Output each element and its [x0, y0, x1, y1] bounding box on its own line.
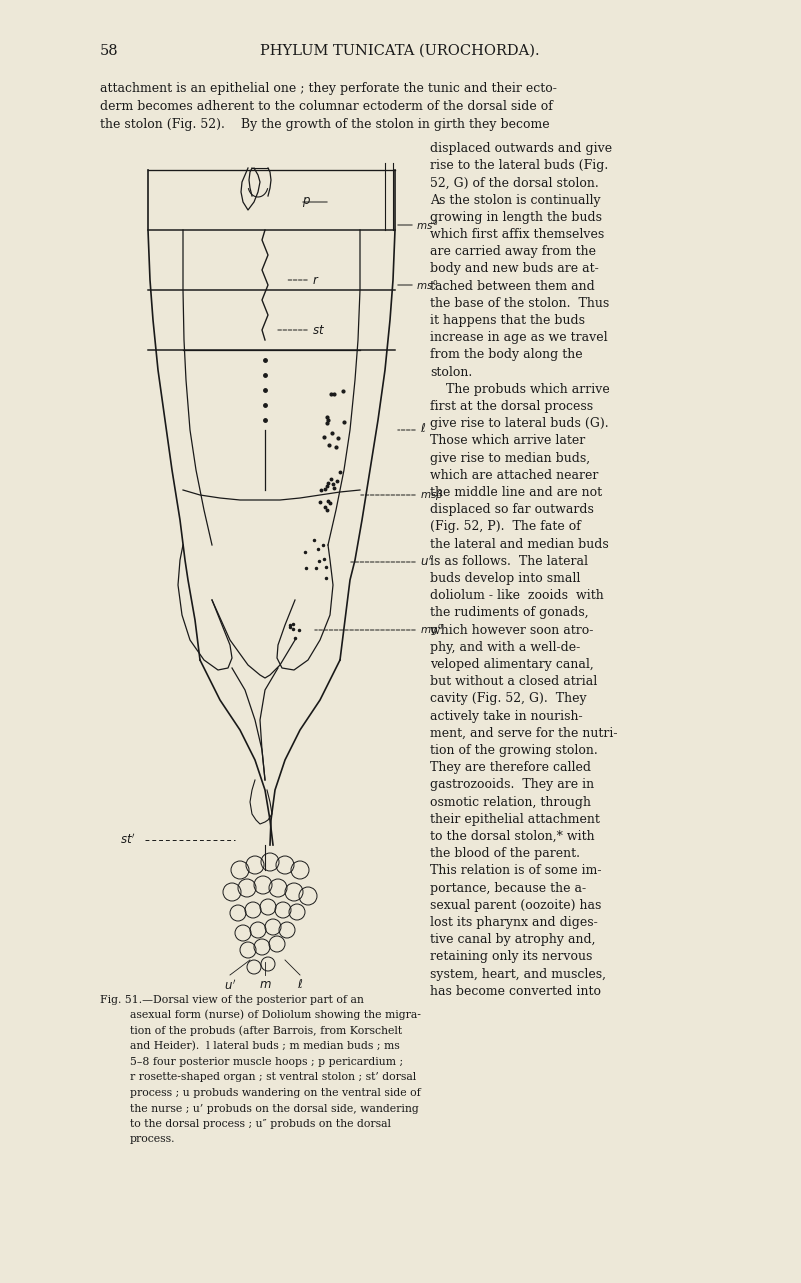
Text: doliolum - like  zooids  with: doliolum - like zooids with — [430, 589, 604, 602]
Text: sexual parent (oozoite) has: sexual parent (oozoite) has — [430, 899, 602, 912]
Text: derm becomes adherent to the columnar ectoderm of the dorsal side of: derm becomes adherent to the columnar ec… — [100, 100, 553, 113]
Text: displaced so far outwards: displaced so far outwards — [430, 503, 594, 516]
Text: lost its pharynx and diges-: lost its pharynx and diges- — [430, 916, 598, 929]
Text: r rosette-shaped organ ; st ventral stolon ; st’ dorsal: r rosette-shaped organ ; st ventral stol… — [130, 1073, 417, 1083]
Text: $\ell$: $\ell$ — [420, 422, 426, 435]
Text: the middle line and are not: the middle line and are not — [430, 486, 602, 499]
Text: has become converted into: has become converted into — [430, 985, 601, 998]
Text: portance, because the a-: portance, because the a- — [430, 881, 586, 894]
Text: tion of the probuds (after Barrois, from Korschelt: tion of the probuds (after Barrois, from… — [130, 1025, 402, 1035]
Text: first at the dorsal process: first at the dorsal process — [430, 400, 593, 413]
Text: their epithelial attachment: their epithelial attachment — [430, 813, 600, 826]
Text: is as follows.  The lateral: is as follows. The lateral — [430, 554, 588, 568]
Text: Fig. 51.—Dorsal view of the posterior part of an: Fig. 51.—Dorsal view of the posterior pa… — [100, 996, 364, 1005]
Text: the blood of the parent.: the blood of the parent. — [430, 847, 580, 860]
Text: and Heider).  l lateral buds ; m median buds ; ms: and Heider). l lateral buds ; m median b… — [130, 1042, 400, 1052]
Text: buds develop into small: buds develop into small — [430, 572, 581, 585]
Text: tive canal by atrophy and,: tive canal by atrophy and, — [430, 933, 595, 946]
Text: give rise to lateral buds (G).: give rise to lateral buds (G). — [430, 417, 609, 430]
Text: retaining only its nervous: retaining only its nervous — [430, 951, 593, 964]
Text: veloped alimentary canal,: veloped alimentary canal, — [430, 658, 594, 671]
Text: $p$: $p$ — [302, 195, 311, 209]
Text: system, heart, and muscles,: system, heart, and muscles, — [430, 967, 606, 980]
Text: rise to the lateral buds (Fig.: rise to the lateral buds (Fig. — [430, 159, 608, 172]
Text: 5–8 four posterior muscle hoops ; p pericardium ;: 5–8 four posterior muscle hoops ; p peri… — [130, 1057, 403, 1067]
Text: the nurse ; u’ probuds on the dorsal side, wandering: the nurse ; u’ probuds on the dorsal sid… — [130, 1103, 419, 1114]
Text: actively take in nourish-: actively take in nourish- — [430, 709, 582, 722]
Text: tion of the growing stolon.: tion of the growing stolon. — [430, 744, 598, 757]
Text: The probuds which arrive: The probuds which arrive — [430, 382, 610, 395]
Text: which are attached nearer: which are attached nearer — [430, 468, 598, 482]
Text: osmotic relation, through: osmotic relation, through — [430, 795, 591, 808]
Text: Those which arrive later: Those which arrive later — [430, 435, 586, 448]
Text: tached between them and: tached between them and — [430, 280, 595, 293]
Text: asexual form (nurse) of Doliolum showing the migra-: asexual form (nurse) of Doliolum showing… — [130, 1010, 421, 1020]
Text: They are therefore called: They are therefore called — [430, 761, 591, 774]
Text: from the body along the: from the body along the — [430, 349, 582, 362]
Text: stolon.: stolon. — [430, 366, 473, 378]
Text: $\ell$: $\ell$ — [297, 978, 303, 990]
Text: $u''$: $u''$ — [420, 554, 434, 570]
Text: the lateral and median buds: the lateral and median buds — [430, 538, 609, 550]
Text: which first affix themselves: which first affix themselves — [430, 228, 604, 241]
Text: process ; u probuds wandering on the ventral side of: process ; u probuds wandering on the ven… — [130, 1088, 421, 1098]
Text: 52, G) of the dorsal stolon.: 52, G) of the dorsal stolon. — [430, 176, 599, 190]
Text: (Fig. 52, P).  The fate of: (Fig. 52, P). The fate of — [430, 521, 581, 534]
Text: increase in age as we travel: increase in age as we travel — [430, 331, 608, 344]
Text: $r$: $r$ — [312, 273, 320, 286]
Text: displaced outwards and give: displaced outwards and give — [430, 142, 612, 155]
Text: $u'$: $u'$ — [224, 978, 236, 993]
Text: the rudiments of gonads,: the rudiments of gonads, — [430, 607, 589, 620]
Text: to the dorsal process ; u″ probuds on the dorsal: to the dorsal process ; u″ probuds on th… — [130, 1119, 391, 1129]
Text: This relation is of some im-: This relation is of some im- — [430, 865, 602, 878]
Text: which however soon atro-: which however soon atro- — [430, 624, 594, 636]
Text: 58: 58 — [100, 44, 119, 58]
Text: gastrozooids.  They are in: gastrozooids. They are in — [430, 779, 594, 792]
Text: phy, and with a well-de-: phy, and with a well-de- — [430, 640, 580, 654]
Text: $st$: $st$ — [312, 323, 325, 336]
Text: body and new buds are at-: body and new buds are at- — [430, 263, 599, 276]
Text: give rise to median buds,: give rise to median buds, — [430, 452, 590, 464]
Text: $ms^0$: $ms^0$ — [416, 278, 438, 293]
Text: $ms\beta$: $ms\beta$ — [420, 488, 444, 502]
Text: PHYLUM TUNICATA (UROCHORDA).: PHYLUM TUNICATA (UROCHORDA). — [260, 44, 540, 58]
Text: attachment is an epithelial one ; they perforate the tunic and their ecto-: attachment is an epithelial one ; they p… — [100, 82, 557, 95]
Text: As the stolon is continually: As the stolon is continually — [430, 194, 601, 207]
Text: but without a closed atrial: but without a closed atrial — [430, 675, 598, 688]
Text: ment, and serve for the nutri-: ment, and serve for the nutri- — [430, 726, 618, 740]
Text: process.: process. — [130, 1134, 175, 1144]
Text: the base of the stolon.  Thus: the base of the stolon. Thus — [430, 296, 610, 309]
Text: to the dorsal stolon,* with: to the dorsal stolon,* with — [430, 830, 594, 843]
Text: growing in length the buds: growing in length the buds — [430, 210, 602, 223]
Text: the stolon (Fig. 52).    By the growth of the stolon in girth they become: the stolon (Fig. 52). By the growth of t… — [100, 118, 549, 131]
Text: $st'$: $st'$ — [120, 833, 135, 847]
Text: $ms^0$: $ms^0$ — [416, 218, 438, 232]
Text: $mg^0$: $mg^0$ — [420, 622, 443, 638]
Text: are carried away from the: are carried away from the — [430, 245, 596, 258]
Text: $m$: $m$ — [259, 978, 272, 990]
Text: cavity (Fig. 52, G).  They: cavity (Fig. 52, G). They — [430, 693, 586, 706]
Text: it happens that the buds: it happens that the buds — [430, 314, 585, 327]
